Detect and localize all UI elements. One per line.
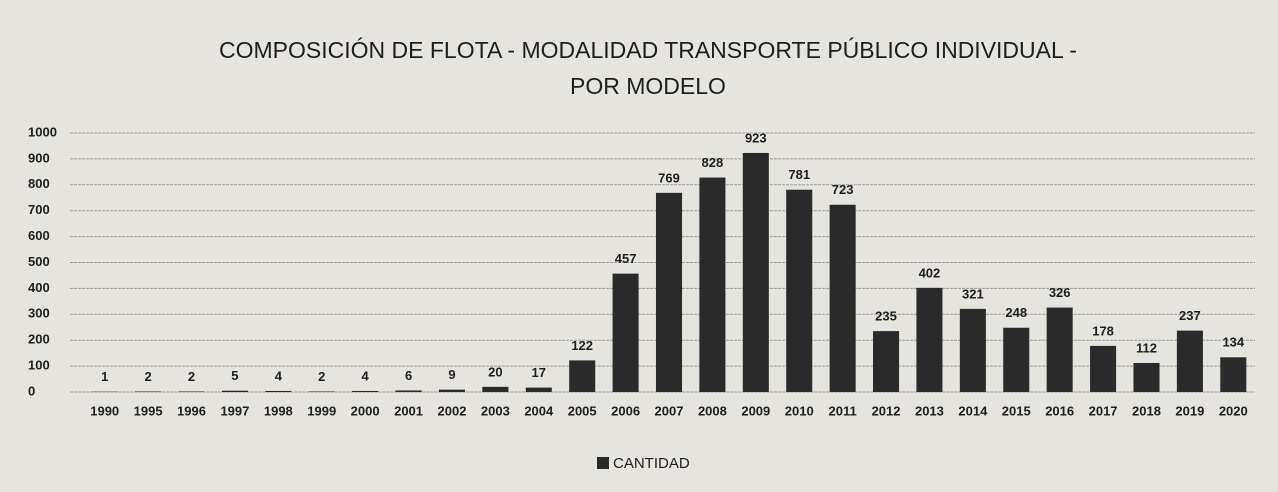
x-tick-label: 1997 <box>220 403 249 418</box>
bar <box>1176 330 1203 392</box>
y-tick-label: 300 <box>28 306 50 321</box>
y-tick-label: 900 <box>28 150 50 165</box>
legend-swatch <box>597 457 609 469</box>
x-tick-label: 2008 <box>698 403 727 418</box>
bar <box>135 391 162 392</box>
x-tick-label: 2010 <box>785 403 814 418</box>
bar <box>1003 327 1030 392</box>
bar <box>959 308 986 392</box>
y-tick-label: 0 <box>28 383 35 398</box>
bar <box>482 386 509 392</box>
bar <box>1090 345 1117 392</box>
bar <box>1220 357 1247 392</box>
x-tick-label: 2001 <box>394 403 423 418</box>
data-label: 122 <box>571 338 593 353</box>
y-tick-label: 800 <box>28 176 50 191</box>
bar <box>1046 307 1073 392</box>
data-label: 828 <box>702 155 724 170</box>
x-tick-label: 1990 <box>90 403 119 418</box>
bar <box>395 390 422 392</box>
bar <box>829 204 856 392</box>
y-tick-label: 100 <box>28 358 50 373</box>
data-label: 5 <box>231 368 238 383</box>
x-tick-label: 2011 <box>829 403 857 418</box>
x-tick-label: 2005 <box>568 403 597 418</box>
x-tick-label: 2013 <box>915 403 944 418</box>
x-tick-label: 2009 <box>741 403 770 418</box>
x-tick-label: 1999 <box>307 403 336 418</box>
bar <box>438 389 465 392</box>
x-tick-label: 2015 <box>1002 403 1031 418</box>
x-tick-label: 2019 <box>1175 403 1204 418</box>
bar <box>873 331 900 392</box>
y-tick-label: 600 <box>28 228 50 243</box>
x-tick-label: 1995 <box>134 403 163 418</box>
x-tick-label: 2002 <box>438 403 467 418</box>
bar <box>308 391 335 392</box>
data-label: 923 <box>745 130 767 145</box>
data-label: 2 <box>144 369 151 384</box>
chart-title: POR MODELO <box>570 73 726 99</box>
x-tick-label: 2003 <box>481 403 510 418</box>
x-tick-label: 2007 <box>655 403 684 418</box>
x-tick-label: 2004 <box>524 403 554 418</box>
data-label: 4 <box>275 368 283 383</box>
x-tick-label: 2000 <box>351 403 380 418</box>
bar <box>699 177 726 392</box>
bar <box>569 360 596 392</box>
data-label: 178 <box>1092 323 1114 338</box>
data-label: 326 <box>1049 285 1071 300</box>
data-label: 248 <box>1005 305 1027 320</box>
data-label: 457 <box>615 251 637 266</box>
data-label: 6 <box>405 368 412 383</box>
bar <box>178 391 205 392</box>
data-label: 1 <box>101 369 108 384</box>
data-label: 134 <box>1222 335 1244 350</box>
data-label: 2 <box>188 369 195 384</box>
bar <box>916 287 943 392</box>
data-label: 237 <box>1179 308 1201 323</box>
bar <box>525 387 552 392</box>
y-tick-label: 500 <box>28 254 50 269</box>
y-tick-label: 700 <box>28 202 50 217</box>
x-tick-label: 1996 <box>177 403 206 418</box>
y-tick-label: 1000 <box>28 124 57 139</box>
bar <box>655 192 683 392</box>
data-label: 2 <box>318 369 325 384</box>
bar <box>786 189 813 392</box>
data-label: 9 <box>448 367 455 382</box>
x-tick-label: 2018 <box>1132 403 1161 418</box>
x-tick-label: 2017 <box>1089 403 1118 418</box>
x-tick-label: 2016 <box>1045 403 1074 418</box>
bar <box>221 390 248 392</box>
data-label: 321 <box>962 286 984 301</box>
x-tick-label: 2020 <box>1219 403 1248 418</box>
y-tick-label: 200 <box>28 332 50 347</box>
bar <box>612 273 639 392</box>
data-label: 20 <box>488 364 502 379</box>
bar <box>352 390 379 392</box>
bar <box>742 152 769 392</box>
data-label: 235 <box>875 309 897 324</box>
chart-title: COMPOSICIÓN DE FLOTA - MODALIDAD TRANSPO… <box>219 37 1077 63</box>
data-label: 781 <box>788 167 810 182</box>
data-label: 723 <box>832 182 854 197</box>
legend-label: CANTIDAD <box>613 455 690 472</box>
data-label: 112 <box>1136 340 1157 355</box>
data-label: 769 <box>658 170 680 185</box>
x-tick-label: 2014 <box>958 403 988 418</box>
bar <box>1133 362 1160 392</box>
data-label: 402 <box>919 265 941 280</box>
x-tick-label: 2006 <box>611 403 640 418</box>
y-tick-label: 400 <box>28 280 50 295</box>
x-tick-label: 2012 <box>872 403 901 418</box>
x-tick-label: 1998 <box>264 403 293 418</box>
data-label: 4 <box>362 368 370 383</box>
bar <box>265 390 292 392</box>
data-label: 17 <box>532 365 546 380</box>
